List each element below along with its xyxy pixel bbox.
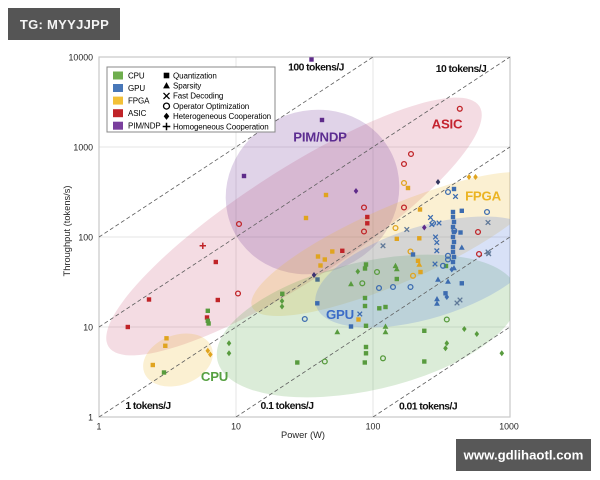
svg-text:Homogeneous Cooperation: Homogeneous Cooperation: [173, 122, 269, 131]
svg-text:ASIC: ASIC: [432, 117, 463, 132]
svg-text:Quantization: Quantization: [173, 71, 217, 80]
svg-text:0.1 tokens/J: 0.1 tokens/J: [261, 401, 315, 412]
svg-text:PIM/NDP: PIM/NDP: [293, 130, 347, 145]
svg-text:Throughput (tokens/s): Throughput (tokens/s): [62, 186, 72, 277]
svg-text:100 tokens/J: 100 tokens/J: [288, 63, 345, 74]
svg-text:1000: 1000: [73, 143, 93, 153]
svg-text:10000: 10000: [69, 53, 94, 63]
svg-text:www.gdlihaotl.com: www.gdlihaotl.com: [463, 448, 584, 463]
svg-text:GPU: GPU: [326, 307, 354, 322]
svg-text:1: 1: [88, 413, 93, 423]
svg-text:TG: MYYJJPP: TG: MYYJJPP: [20, 17, 109, 32]
svg-text:1: 1: [97, 422, 102, 432]
svg-text:ASIC: ASIC: [128, 109, 147, 118]
svg-text:Heterogeneous Cooperation: Heterogeneous Cooperation: [173, 112, 271, 121]
svg-text:100: 100: [366, 422, 381, 432]
svg-text:PIM/NDP: PIM/NDP: [128, 122, 161, 131]
svg-text:CPU: CPU: [128, 71, 145, 80]
svg-text:Operator Optimization: Operator Optimization: [173, 102, 249, 111]
svg-text:0.01 tokens/J: 0.01 tokens/J: [399, 402, 458, 413]
svg-text:100: 100: [78, 233, 93, 243]
svg-text:CPU: CPU: [201, 369, 228, 384]
svg-text:10: 10: [83, 323, 93, 333]
svg-text:Fast Decoding: Fast Decoding: [173, 92, 223, 101]
svg-text:GPU: GPU: [128, 84, 145, 93]
svg-text:FPGA: FPGA: [465, 189, 502, 204]
svg-text:Sparsity: Sparsity: [173, 82, 201, 91]
svg-text:FPGA: FPGA: [128, 96, 150, 105]
svg-text:Power (W): Power (W): [281, 430, 325, 440]
svg-text:10 tokens/J: 10 tokens/J: [436, 64, 487, 75]
svg-text:1 tokens/J: 1 tokens/J: [125, 401, 171, 412]
svg-text:1000: 1000: [499, 422, 519, 432]
svg-text:10: 10: [231, 422, 241, 432]
